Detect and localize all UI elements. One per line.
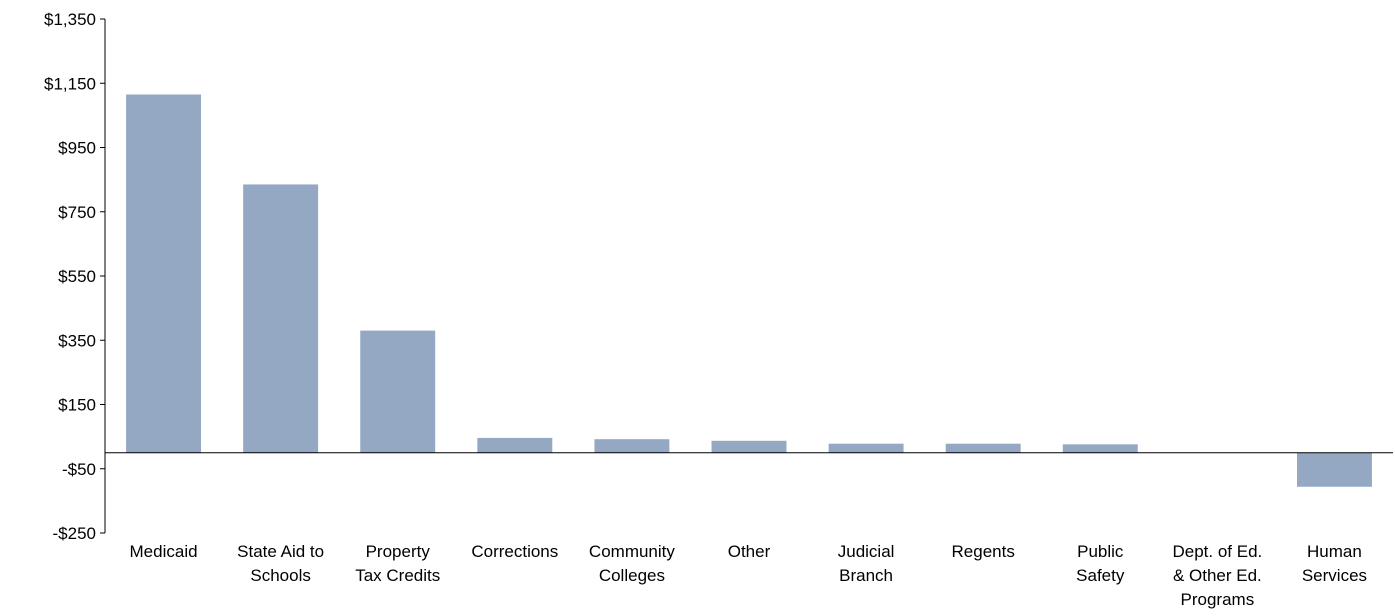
x-tick-label: Other <box>728 542 771 561</box>
y-tick-label: $550 <box>58 267 96 286</box>
x-tick-label: Regents <box>952 542 1015 561</box>
bars-layer <box>126 94 1372 487</box>
y-tick-label: $750 <box>58 203 96 222</box>
y-tick-label: -$250 <box>53 524 96 543</box>
x-tick-label: Public <box>1077 542 1124 561</box>
bar-medicaid <box>126 94 202 453</box>
x-tick-label: Tax Credits <box>355 566 440 585</box>
x-tick-label: Human <box>1307 542 1362 561</box>
bar-state-aid-to-schools <box>243 184 319 453</box>
y-tick-label: $350 <box>58 331 96 350</box>
y-tick-label: $150 <box>58 396 96 415</box>
y-tick-label: $1,150 <box>44 74 96 93</box>
labels-layer: $1,350 $1,150 $950 $750 $550 $350 $150 -$50 -$25… <box>44 10 1367 609</box>
x-tick-label: Services <box>1302 566 1367 585</box>
bar-other <box>711 440 787 453</box>
x-tick-label: Community <box>589 542 675 561</box>
x-tick-label: Medicaid <box>130 542 198 561</box>
x-tick-label: Programs <box>1181 590 1255 609</box>
x-tick-label: Schools <box>250 566 310 585</box>
y-tick-label: -$50 <box>62 460 96 479</box>
x-tick-label: & Other Ed. <box>1173 566 1262 585</box>
x-tick-label: Colleges <box>599 566 665 585</box>
bar-judicial-branch <box>828 443 904 453</box>
bar-corrections <box>477 437 553 453</box>
bar-property-tax-credits <box>360 330 436 453</box>
bar-human-services <box>1296 452 1372 487</box>
bar-regents <box>945 443 1021 453</box>
x-tick-label: Dept. of Ed. <box>1172 542 1262 561</box>
x-tick-label: Safety <box>1076 566 1125 585</box>
x-tick-label: Property <box>366 542 431 561</box>
bar-public-safety <box>1062 444 1138 453</box>
x-tick-label: State Aid to <box>237 542 324 561</box>
x-tick-label: Corrections <box>471 542 558 561</box>
axes-layer <box>100 18 1393 534</box>
x-tick-label: Branch <box>839 566 893 585</box>
y-tick-label: $1,350 <box>44 10 96 29</box>
bar-community-colleges <box>594 439 670 453</box>
x-tick-label: Judicial <box>838 542 895 561</box>
y-tick-label: $950 <box>58 139 96 158</box>
